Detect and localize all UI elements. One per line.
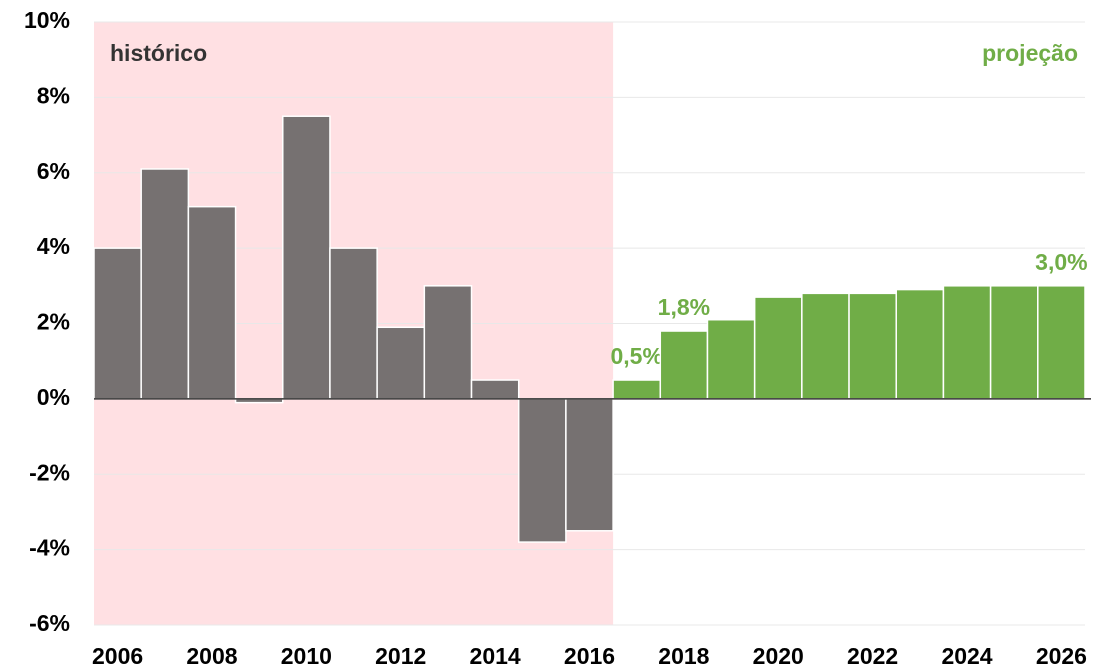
x-tick-label: 2006 [92, 643, 143, 669]
y-tick-label: -6% [29, 610, 70, 636]
bar [329, 247, 378, 400]
data-label: 0,5% [610, 343, 662, 369]
bar [706, 318, 756, 400]
x-tick-label: 2016 [564, 643, 615, 669]
bar [376, 326, 426, 400]
bar [848, 292, 897, 400]
x-tick-label: 2010 [281, 643, 332, 669]
y-tick-label: 2% [37, 309, 70, 335]
bar [612, 379, 662, 400]
bar [517, 398, 567, 543]
annotation: projeção [982, 40, 1078, 66]
bar [753, 296, 803, 400]
bar [140, 168, 190, 400]
y-tick-label: 0% [37, 384, 70, 410]
bar [801, 292, 850, 400]
bar [93, 247, 142, 400]
bar [565, 398, 614, 532]
y-tick-label: -4% [29, 535, 70, 561]
y-tick-label: 6% [37, 158, 70, 184]
x-tick-label: 2020 [753, 643, 804, 669]
y-tick-label: 4% [37, 233, 70, 259]
bar [282, 115, 331, 400]
annotation: histórico [110, 40, 207, 66]
bar [942, 285, 992, 400]
bar [1037, 285, 1086, 400]
x-tick-label: 2026 [1036, 643, 1087, 669]
y-tick-label: -2% [29, 459, 70, 485]
y-tick-label: 8% [37, 82, 70, 108]
data-label: 1,8% [658, 294, 710, 320]
x-tick-label: 2022 [847, 643, 898, 669]
bar [470, 379, 520, 400]
bar [895, 288, 945, 400]
bar [659, 330, 709, 400]
x-tick-label: 2014 [470, 643, 521, 669]
bar [423, 285, 473, 400]
x-tick-label: 2024 [941, 643, 992, 669]
bar [187, 205, 237, 400]
x-tick-label: 2018 [658, 643, 709, 669]
data-label: 3,0% [1035, 249, 1087, 275]
y-tick-label: 10% [24, 7, 70, 33]
x-tick-label: 2008 [186, 643, 237, 669]
x-tick-label: 2012 [375, 643, 426, 669]
bar [989, 285, 1039, 400]
